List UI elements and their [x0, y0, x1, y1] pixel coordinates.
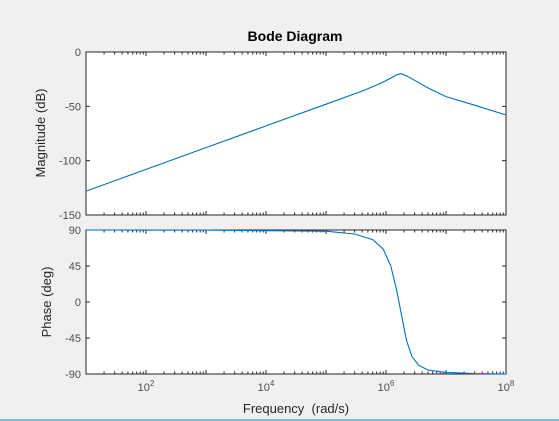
magnitude-ytick-label: -50 — [65, 101, 81, 113]
magnitude-ylabel: Magnitude (dB) — [33, 89, 48, 178]
xtick-label: 104 — [258, 379, 275, 394]
xtick-label: 108 — [498, 379, 515, 394]
phase-ytick-label: -90 — [65, 369, 81, 381]
magnitude-ytick-label: -150 — [59, 210, 81, 222]
phase-ytick-label: 0 — [75, 297, 81, 309]
xtick-label: 102 — [138, 379, 155, 394]
phase-curve — [85, 229, 507, 375]
magnitude-curve — [85, 73, 507, 192]
window-bottom-border — [0, 419, 559, 421]
phase-axes — [85, 229, 507, 375]
phase-ylabel: Phase (deg) — [39, 267, 54, 338]
frequency-xlabel: Frequency (rad/s) — [243, 401, 349, 416]
phase-ytick-label: 45 — [69, 261, 81, 273]
phase-ytick-label: 90 — [69, 225, 81, 237]
magnitude-ytick-label: -100 — [59, 156, 81, 168]
phase-ticks: 90 45 0 -45 -90 102 104 106 108 — [65, 225, 515, 394]
chart-title: Bode Diagram — [248, 28, 343, 44]
xtick-label: 106 — [378, 379, 395, 394]
magnitude-axes — [85, 51, 507, 216]
magnitude-ticks: 0 -50 -100 -150 — [59, 47, 507, 222]
magnitude-ytick-label: 0 — [75, 47, 81, 59]
phase-ytick-label: -45 — [65, 333, 81, 345]
